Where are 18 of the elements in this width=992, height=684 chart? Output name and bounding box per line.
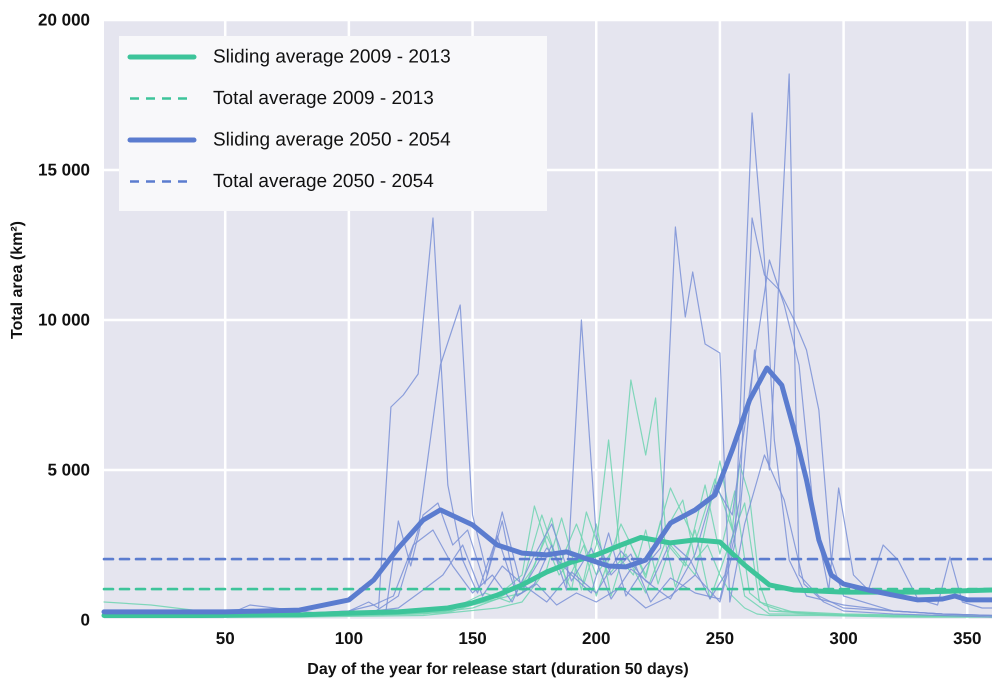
x-tick-label: 150 [458,629,487,648]
legend-label: Sliding average 2009 - 2013 [213,46,451,68]
legend-label: Total average 2009 - 2013 [213,88,434,109]
x-tick-label: 300 [829,629,858,648]
y-tick-label: 5 000 [47,460,90,480]
x-tick-label: 250 [706,629,734,648]
x-tick-label: 100 [334,629,364,648]
x-tick-label: 50 [216,629,235,648]
x-tick-label: 200 [582,629,610,648]
y-tick-label: 20 000 [38,10,90,30]
y-tick-label: 10 000 [38,310,90,330]
x-axis-title: Day of the year for release start (duration 50 days) [307,661,689,678]
legend-label: Sliding average 2050 - 2054 [213,130,452,150]
x-tick-label: 350 [953,629,982,648]
legend-label: Total average 2050 - 2054 [213,171,434,192]
y-tick-label: 0 [80,610,90,630]
y-axis-title: Total area (km²) [9,221,26,339]
y-tick-label: 15 000 [38,160,90,180]
